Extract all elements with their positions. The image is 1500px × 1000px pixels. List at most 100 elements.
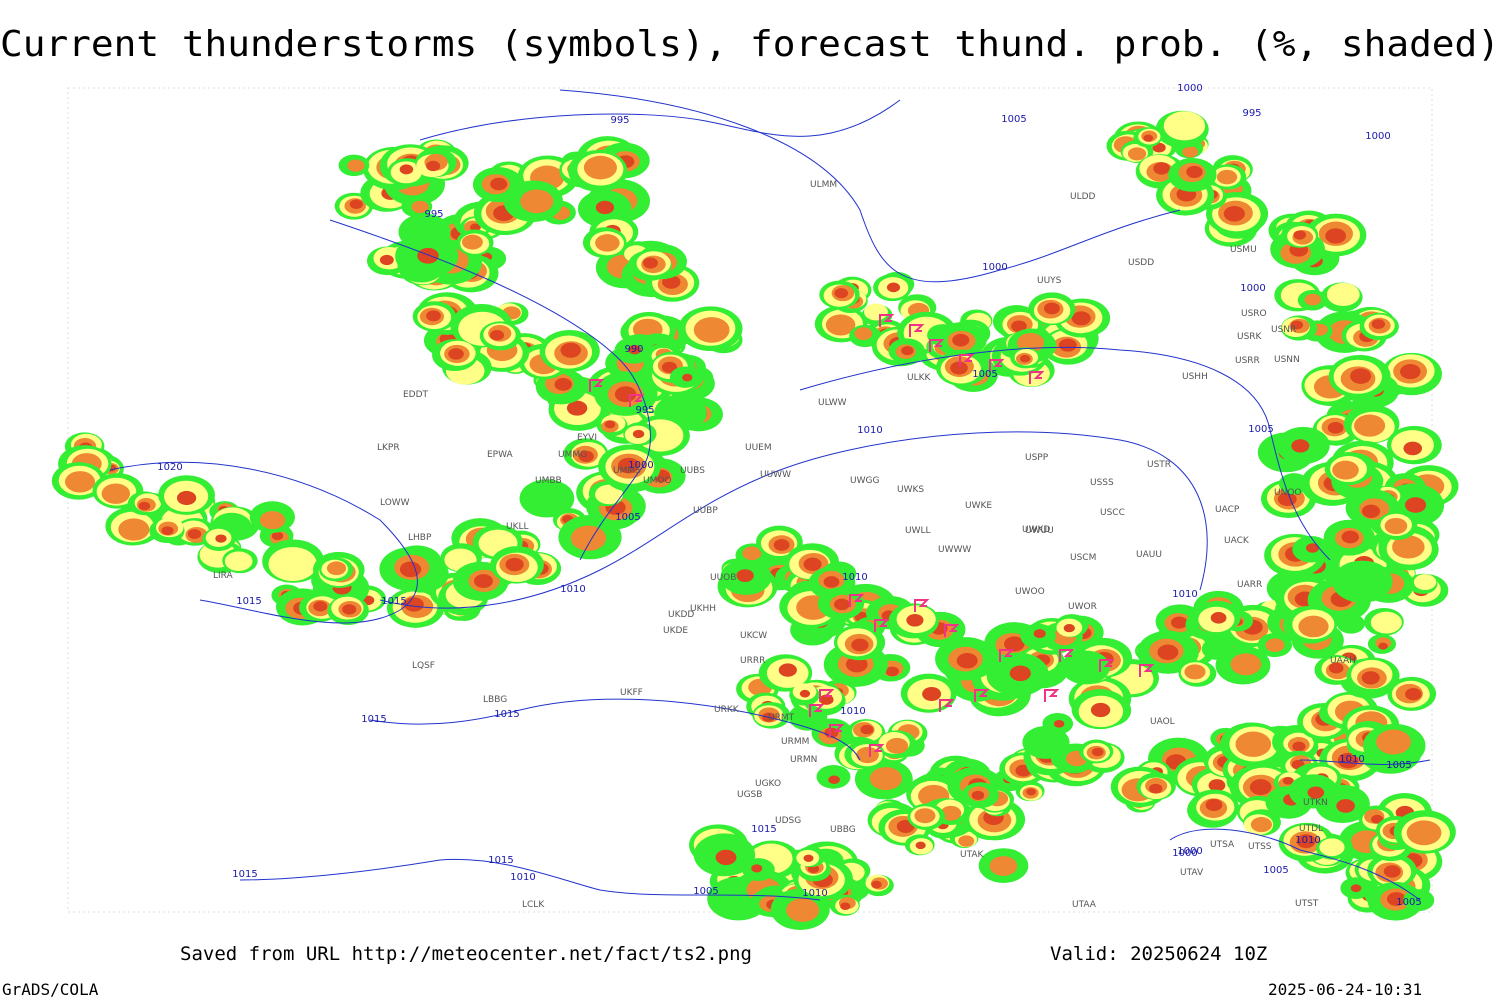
isobar-label: 1005 <box>615 512 640 523</box>
isobar-label: 1015 <box>232 869 257 880</box>
isobar-label: 1010 <box>842 572 867 583</box>
shade-blob <box>399 164 414 175</box>
station-label: USNN <box>1274 355 1300 365</box>
isobar-label: 1010 <box>560 584 585 595</box>
shade-blob <box>869 767 903 791</box>
shade-blob <box>834 288 849 299</box>
station-label: USCC <box>1100 508 1125 518</box>
station-label: URKK <box>714 705 740 715</box>
shade-blob <box>426 310 441 322</box>
storm-symbol <box>879 314 895 327</box>
station-label: URRR <box>740 656 765 666</box>
shade-blob <box>915 841 926 850</box>
isobar-label: 995 <box>424 209 443 220</box>
station-label: UKDD <box>668 610 694 620</box>
shade-blob <box>1170 616 1188 629</box>
station-label: UWLL <box>905 526 931 536</box>
shade-blob <box>1405 688 1422 701</box>
station-label: EPWA <box>487 450 514 460</box>
shade-blob <box>617 457 640 474</box>
station-label: USDD <box>1128 258 1154 268</box>
isobar-label: 995 <box>635 405 654 416</box>
software: GrADS/COLA <box>2 980 99 999</box>
shade-blob <box>1291 439 1310 453</box>
station-label: UKHH <box>690 604 716 614</box>
shade-blob <box>803 854 814 862</box>
shade-blob <box>1326 282 1360 307</box>
station-label: ULDD <box>1070 192 1096 202</box>
isobar-label: 1005 <box>1001 114 1026 125</box>
shade-blob <box>1371 814 1384 824</box>
shade-blob <box>824 727 839 738</box>
isobar-label: 1000 <box>982 262 1007 273</box>
shade-blob <box>940 805 962 821</box>
shade-blob <box>1250 817 1272 833</box>
shade-blob <box>1361 671 1380 685</box>
shade-blob <box>1376 729 1411 755</box>
shade-blob <box>1392 535 1425 559</box>
shade-blob <box>161 526 174 536</box>
shade-blob <box>1009 665 1031 682</box>
shade-blob <box>742 546 762 561</box>
shade-blob <box>1383 865 1401 878</box>
shade-blob <box>1143 134 1154 142</box>
shade-blob <box>1341 530 1359 544</box>
shade-blob <box>1337 752 1359 769</box>
station-label: UWKS <box>897 485 924 495</box>
isobar-line <box>1169 828 1421 901</box>
storm-symbol <box>1139 664 1155 677</box>
station-label: USMU <box>1230 245 1257 255</box>
shade-blob <box>138 501 151 511</box>
shade-blob <box>399 561 422 578</box>
shade-blob <box>489 330 505 341</box>
station-label: UTST <box>1295 899 1319 909</box>
station-label: UNOO <box>1274 488 1302 498</box>
station-label: USSS <box>1090 478 1114 488</box>
station-label: UBBG <box>830 825 856 835</box>
shade-blob <box>1043 302 1060 315</box>
shade-blob <box>566 400 588 416</box>
shade-blob <box>426 160 441 172</box>
source-url: Saved from URL http://meteocenter.net/fa… <box>180 943 752 965</box>
shade-blob <box>952 333 970 347</box>
storm-symbol <box>629 394 645 407</box>
station-label: UACK <box>1224 536 1250 546</box>
shade-blob <box>1091 747 1104 757</box>
isobar-label: 1010 <box>510 872 535 883</box>
shade-blob <box>840 902 851 911</box>
shade-blob <box>1063 624 1075 633</box>
shade-blob <box>259 511 286 530</box>
station-label: UTDL <box>1299 824 1323 834</box>
station-label: LIRA <box>213 571 234 581</box>
shade-blob <box>1026 788 1036 796</box>
shade-blob <box>1205 798 1223 812</box>
isobar-label: 1010 <box>840 706 865 717</box>
shade-blob <box>520 189 554 214</box>
shade-blob <box>224 551 253 572</box>
shade-blob <box>1298 615 1329 638</box>
shade-blob <box>1296 834 1316 849</box>
isobar-label: 1000 <box>1365 131 1390 142</box>
station-label: UMMG <box>558 450 587 460</box>
station-label: ULWW <box>818 398 847 408</box>
shade-blob <box>1153 162 1171 175</box>
shade-blob <box>595 234 620 252</box>
station-label: EDDT <box>403 390 429 400</box>
shade-blob <box>1332 560 1393 603</box>
shade-blob <box>1403 441 1423 456</box>
shade-blob <box>799 689 811 698</box>
shade-blob <box>1413 574 1437 591</box>
station-label: UUWW <box>760 470 791 480</box>
isobar-line <box>559 89 1181 283</box>
shade-blob <box>1405 497 1427 513</box>
shade-blob <box>906 613 924 627</box>
isobar-label: 990 <box>624 344 643 355</box>
station-label: UUOB <box>710 573 736 583</box>
thunderstorm-symbols <box>589 314 1155 757</box>
shade-blob <box>118 518 150 541</box>
station-label: UWOR <box>1068 602 1097 612</box>
shade-blob <box>693 317 730 343</box>
shade-blob <box>1386 892 1406 906</box>
valid-time: Valid: 20250624 10Z <box>1050 943 1267 965</box>
